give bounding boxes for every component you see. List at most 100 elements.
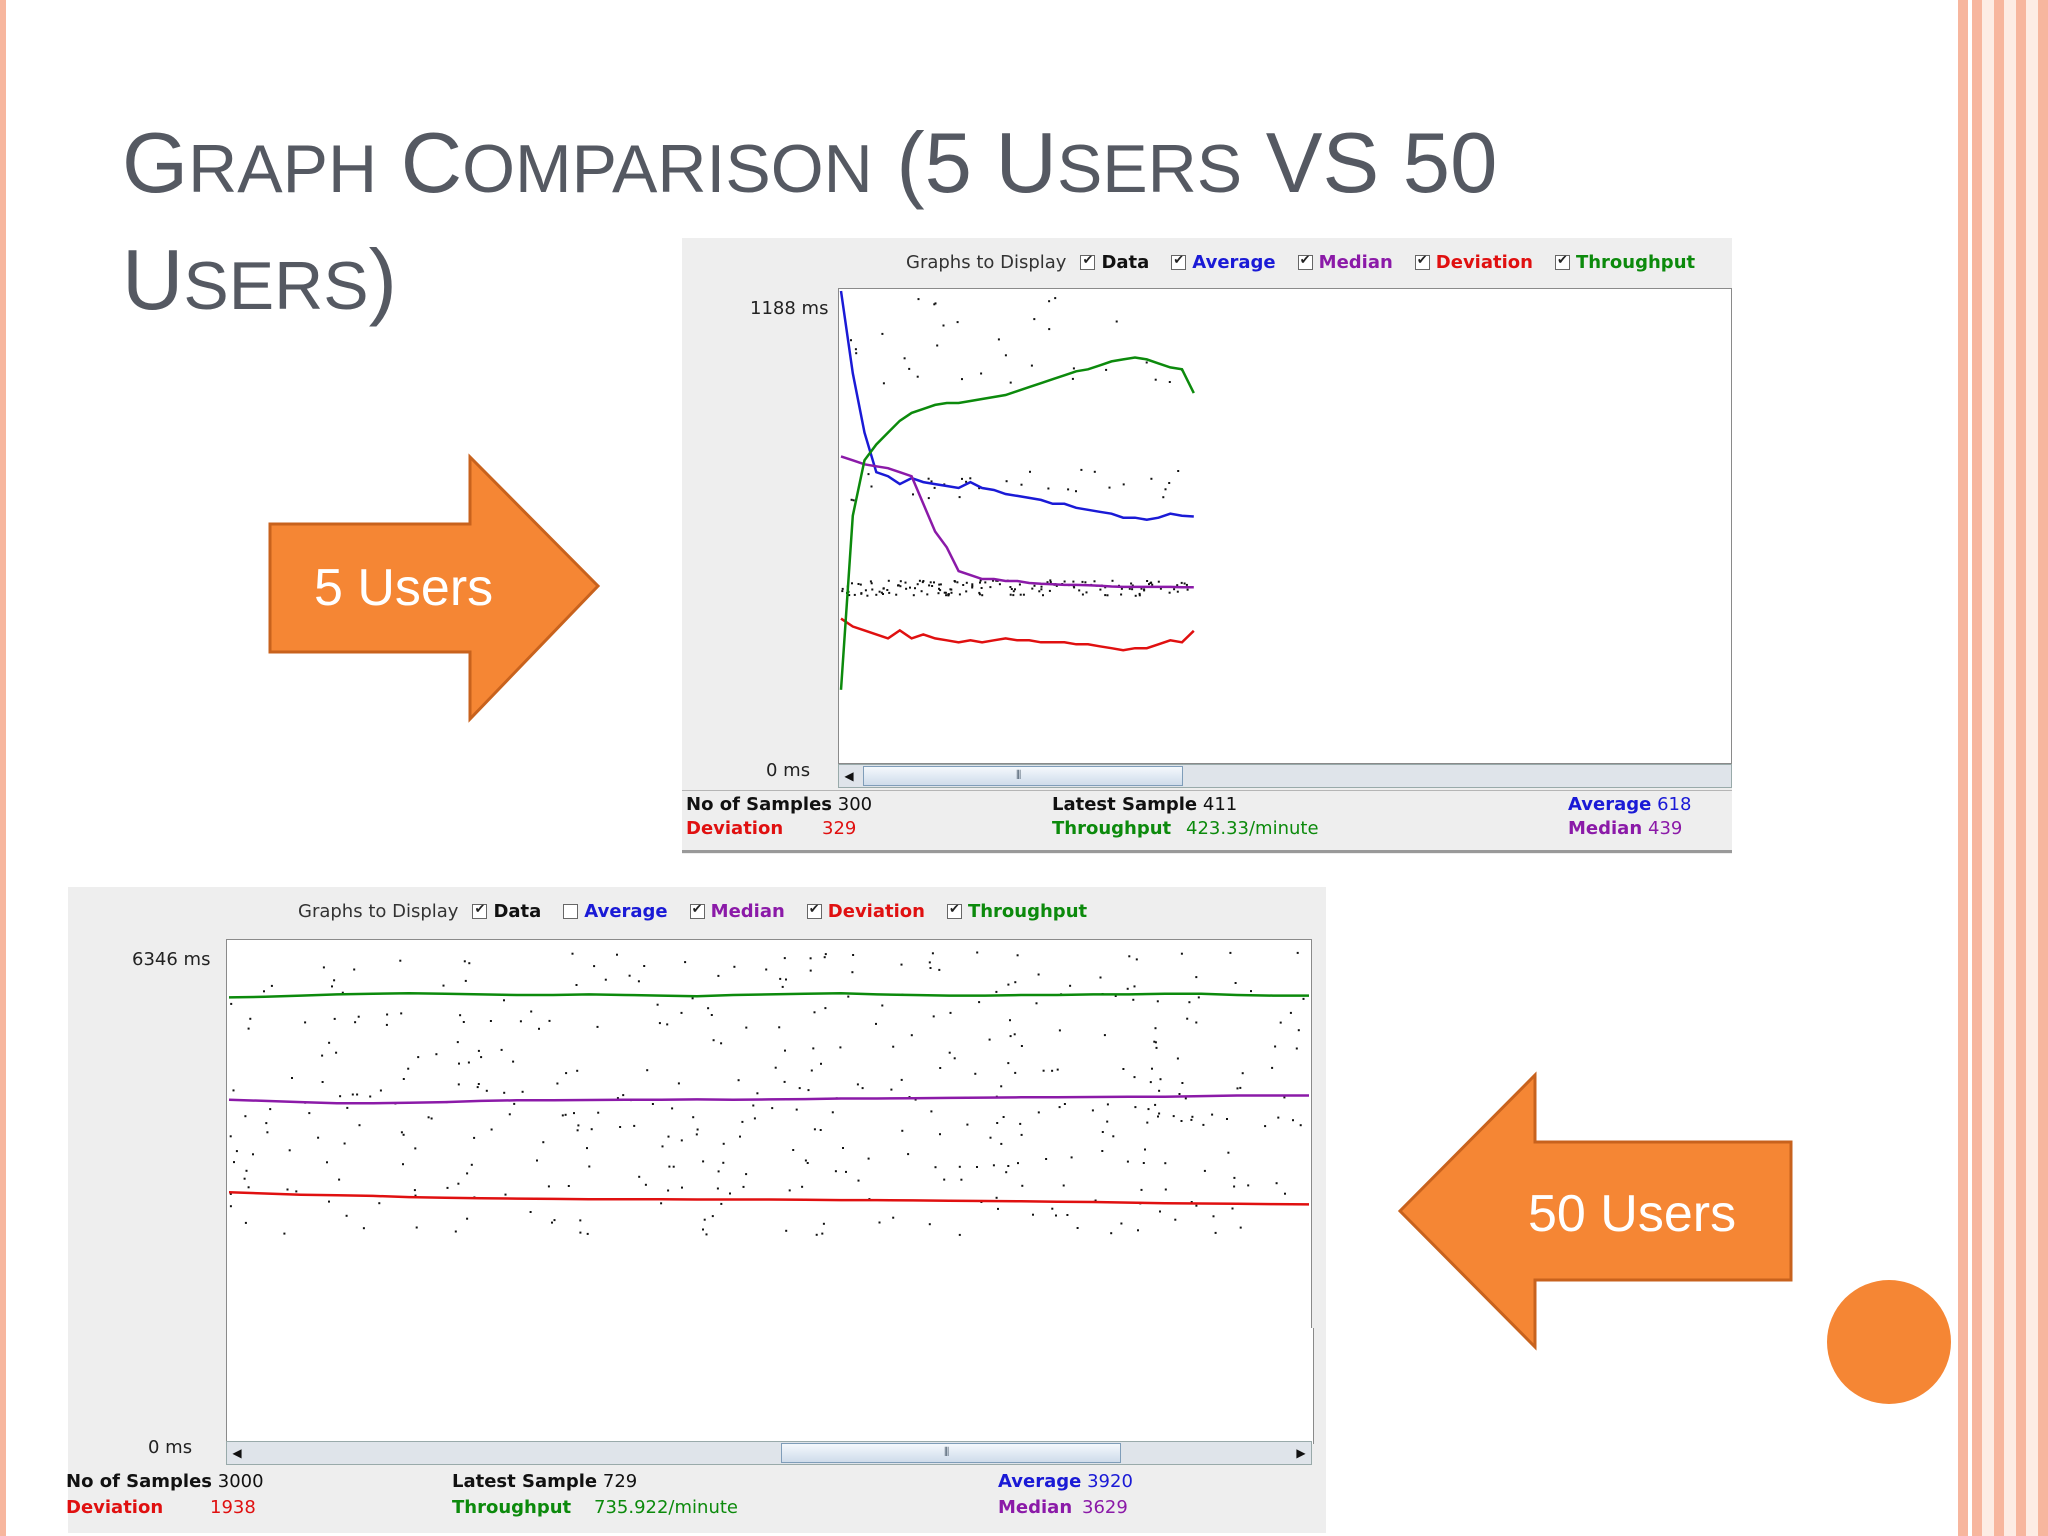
graph2-scroll-thumb[interactable]: ⦀ (781, 1443, 1121, 1463)
slide-title-line1: GRAPH COMPARISON (5 USERS VS 50 (122, 108, 1522, 225)
data-point (622, 1094, 625, 1097)
data-point (739, 1135, 741, 1138)
data-point (1037, 973, 1040, 976)
data-point (861, 1087, 864, 1090)
data-point (579, 1219, 582, 1222)
data-point (1094, 1199, 1097, 1202)
data-point (979, 581, 981, 584)
graph1-latest-label: Latest Sample (1052, 794, 1198, 815)
data-point (328, 1200, 330, 1203)
data-point (677, 1082, 680, 1085)
graph1-checkbox-data[interactable] (1080, 253, 1096, 270)
data-point (1150, 477, 1153, 480)
graph2-deviation-label: Deviation (66, 1497, 164, 1518)
graph2-svg (228, 951, 1310, 1236)
graph2-scrollbar[interactable]: ◀ ⦀ ▶ (226, 1441, 1312, 1465)
graph1-scroll-thumb[interactable]: ⦀ (863, 766, 1183, 786)
data-point (1176, 1057, 1179, 1060)
graph2-legend-deviation-label: Deviation (827, 901, 925, 922)
data-point (857, 583, 860, 585)
data-point (1049, 581, 1052, 584)
data-point (867, 1157, 870, 1160)
data-point (978, 593, 981, 596)
graph2-checkbox-deviation[interactable] (806, 902, 822, 919)
data-point (667, 1189, 670, 1192)
series-line-median (228, 1094, 1309, 1105)
data-point (1020, 483, 1023, 486)
data-point (822, 1222, 825, 1225)
data-point (1055, 584, 1058, 587)
series-line-deviation (840, 617, 1195, 652)
data-point (586, 1147, 588, 1150)
graph1-checkbox-throughput[interactable] (1554, 253, 1570, 270)
graph2-checkbox-median[interactable] (689, 902, 705, 919)
data-point (351, 1093, 354, 1096)
graph2-legend-average[interactable]: Average (563, 901, 668, 922)
graph1-checkbox-median[interactable] (1297, 253, 1313, 270)
data-point (521, 1090, 524, 1093)
graph2-scroll-right-icon[interactable]: ▶ (1296, 1446, 1306, 1460)
data-point (875, 1022, 877, 1025)
data-point (1176, 584, 1179, 587)
data-point (247, 1186, 250, 1189)
data-point (1292, 1119, 1294, 1122)
graph2-checkbox-data[interactable] (472, 902, 488, 919)
data-point (244, 1221, 247, 1224)
data-point (1134, 594, 1137, 597)
graph2-legend-median[interactable]: Median (689, 901, 785, 922)
data-point (997, 1207, 999, 1210)
data-point (949, 1011, 952, 1014)
data-point (855, 352, 858, 355)
graph1-legend-average-label: Average (1192, 252, 1276, 273)
data-point (1184, 1097, 1187, 1100)
data-point (943, 1178, 946, 1181)
graph2-median-label: Median (998, 1497, 1073, 1518)
data-point (859, 583, 862, 586)
graph2-checkbox-average[interactable] (563, 904, 579, 919)
data-point (1133, 1076, 1136, 1079)
data-point (1075, 490, 1077, 493)
graph1-scrollbar[interactable]: ◀ ⦀ (838, 764, 1732, 788)
graph2-legend-data[interactable]: Data (472, 901, 541, 922)
data-point (878, 590, 881, 593)
data-point (920, 590, 923, 593)
data-point (914, 587, 916, 590)
graph1-legend-throughput[interactable]: Throughput (1554, 252, 1695, 273)
graph1-legend-average[interactable]: Average (1171, 252, 1276, 273)
data-point (1078, 589, 1081, 592)
graph1-legend-data[interactable]: Data (1080, 252, 1149, 273)
data-point (668, 1165, 671, 1168)
data-point (338, 1178, 341, 1181)
data-point (939, 583, 942, 586)
data-point (417, 1056, 420, 1059)
graph2-legend-deviation[interactable]: Deviation (806, 901, 925, 922)
data-point (553, 1219, 556, 1222)
data-point (616, 1097, 619, 1100)
data-point (503, 1091, 506, 1094)
graph2-legend-throughput[interactable]: Throughput (946, 901, 1087, 922)
data-point (633, 1124, 636, 1127)
graph1-checkbox-average[interactable] (1171, 253, 1187, 270)
graph2-scroll-left-icon[interactable]: ◀ (232, 1446, 242, 1460)
data-point (933, 486, 936, 489)
graph1-checkbox-deviation[interactable] (1414, 253, 1430, 270)
data-point (590, 1128, 593, 1131)
data-point (912, 594, 915, 597)
data-point (971, 583, 974, 586)
data-point (903, 357, 906, 360)
data-point (927, 497, 930, 500)
graph2-checkbox-throughput[interactable] (946, 902, 962, 919)
graph1-throughput-value: 423.33/minute (1186, 818, 1319, 839)
graph1-legend-median[interactable]: Median (1297, 252, 1393, 273)
graph1-legend-deviation[interactable]: Deviation (1414, 252, 1533, 273)
data-point (901, 1129, 904, 1132)
data-point (870, 485, 873, 488)
graph1-throughput-label: Throughput (1052, 818, 1172, 839)
arrow-label-5-users: 5 Users (314, 559, 494, 617)
data-point (579, 1231, 582, 1234)
data-point (229, 1192, 232, 1195)
data-point (1070, 1156, 1073, 1159)
graph1-scroll-left-icon[interactable]: ◀ (844, 769, 854, 783)
data-point (430, 1117, 433, 1120)
data-point (1128, 587, 1131, 590)
